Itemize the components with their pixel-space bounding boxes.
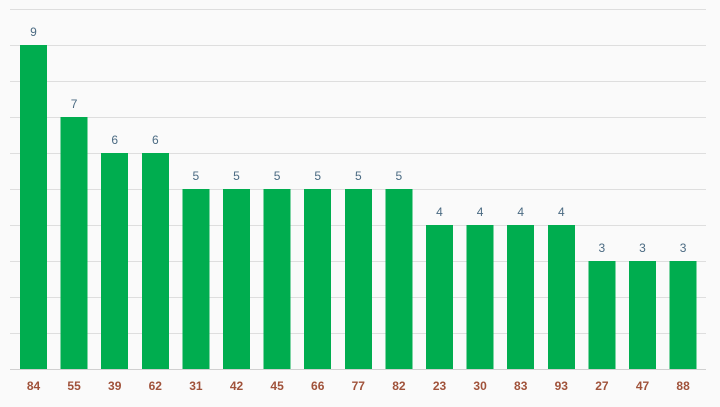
value-label-27: 3: [599, 241, 606, 255]
bar-66[interactable]: [304, 189, 332, 369]
bar-23[interactable]: [426, 225, 453, 369]
value-labels: 9 7 6 6 5 5 5 5 5 5 4 4 4 4 3 3 3: [30, 25, 687, 255]
x-tick-label-55: 55: [67, 379, 81, 393]
value-label-31: 5: [193, 169, 200, 183]
x-tick-label-62: 62: [149, 379, 163, 393]
x-tick-label-88: 88: [676, 379, 690, 393]
value-label-83: 4: [517, 205, 524, 219]
x-tick-label-77: 77: [352, 379, 366, 393]
x-tick-label-23: 23: [433, 379, 447, 393]
bar-31[interactable]: [182, 189, 210, 369]
bar-77[interactable]: [344, 189, 372, 369]
value-label-88: 3: [680, 241, 687, 255]
value-label-23: 4: [436, 205, 443, 219]
value-label-39: 6: [111, 133, 118, 147]
x-tick-label-31: 31: [189, 379, 203, 393]
bar-82[interactable]: [385, 189, 413, 369]
bar-88[interactable]: [669, 261, 697, 369]
x-tick-label-39: 39: [108, 379, 122, 393]
bar-27[interactable]: [588, 261, 616, 369]
x-tick-label-45: 45: [270, 379, 284, 393]
bar-42[interactable]: [223, 189, 250, 369]
value-label-82: 5: [396, 169, 403, 183]
x-tick-label-30: 30: [473, 379, 487, 393]
x-tick-labels: 84 55 39 62 31 42 45 66 77 82 23 30 83 93 27 47 88: [27, 379, 690, 393]
bar-45[interactable]: [263, 189, 291, 369]
value-label-42: 5: [233, 169, 240, 183]
x-tick-label-66: 66: [311, 379, 325, 393]
bar-55[interactable]: [60, 117, 88, 369]
value-label-45: 5: [274, 169, 281, 183]
x-tick-label-42: 42: [230, 379, 244, 393]
bar-39[interactable]: [101, 153, 129, 369]
x-tick-label-84: 84: [27, 379, 41, 393]
x-tick-label-93: 93: [555, 379, 569, 393]
value-label-66: 5: [314, 169, 321, 183]
value-label-84: 9: [30, 25, 37, 39]
x-tick-label-82: 82: [392, 379, 406, 393]
value-label-30: 4: [477, 205, 484, 219]
x-tick-label-27: 27: [595, 379, 609, 393]
bar-83[interactable]: [507, 225, 535, 369]
bar-47[interactable]: [629, 261, 656, 369]
x-tick-label-83: 83: [514, 379, 528, 393]
value-label-62: 6: [152, 133, 159, 147]
bar-30[interactable]: [466, 225, 494, 369]
x-tick-label-47: 47: [636, 379, 650, 393]
value-label-93: 4: [558, 205, 565, 219]
bar-84[interactable]: [20, 45, 47, 369]
bar-62[interactable]: [141, 153, 169, 369]
value-label-55: 7: [71, 97, 78, 111]
value-label-77: 5: [355, 169, 362, 183]
bars: [20, 45, 697, 369]
bar-93[interactable]: [547, 225, 575, 369]
value-label-47: 3: [639, 241, 646, 255]
